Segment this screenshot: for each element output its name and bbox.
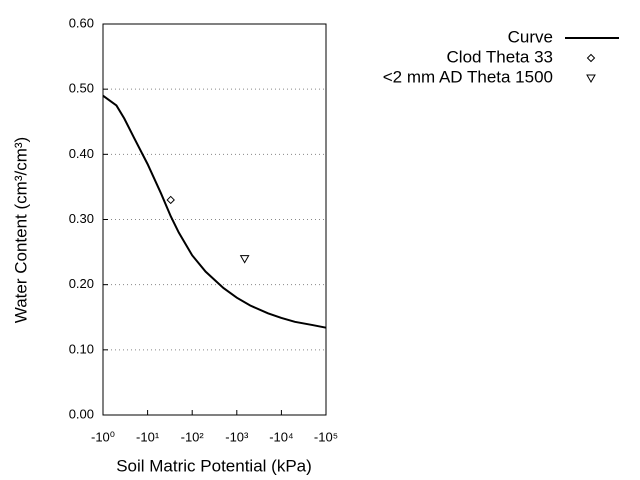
- point: [239, 255, 250, 264]
- y-axis-title: Water Content (cm³/cm³): [11, 137, 30, 323]
- x-tick-label: -10⁰: [91, 429, 115, 444]
- curve: [102, 94, 327, 329]
- x-tick-label: -10⁵: [314, 429, 338, 444]
- y-tick-label: 0.20: [69, 276, 94, 291]
- plot-frame: [102, 23, 327, 416]
- y-tick-label: 0.10: [69, 341, 94, 356]
- legend-label: Clod Theta 33: [447, 47, 553, 66]
- x-tick-label: -10⁴: [269, 429, 293, 444]
- y-tick-label: 0.60: [69, 15, 94, 30]
- x-tick-label: -10³: [225, 429, 249, 444]
- y-tick-label: 0.40: [69, 146, 94, 161]
- y-tick-label: 0.00: [69, 406, 94, 421]
- y-tick-label: 0.30: [69, 211, 94, 226]
- legend-marker: [586, 53, 596, 63]
- legend-marker: [586, 74, 596, 84]
- x-tick-label: -10¹: [136, 429, 160, 444]
- y-tick-label: 0.50: [69, 81, 94, 96]
- legend-label: Curve: [508, 27, 553, 46]
- legend-label: <2 mm AD Theta 1500: [383, 67, 553, 86]
- point: [166, 195, 175, 205]
- x-axis-title: Soil Matric Potential (kPa): [116, 456, 312, 475]
- x-tick-label: -10²: [181, 429, 205, 444]
